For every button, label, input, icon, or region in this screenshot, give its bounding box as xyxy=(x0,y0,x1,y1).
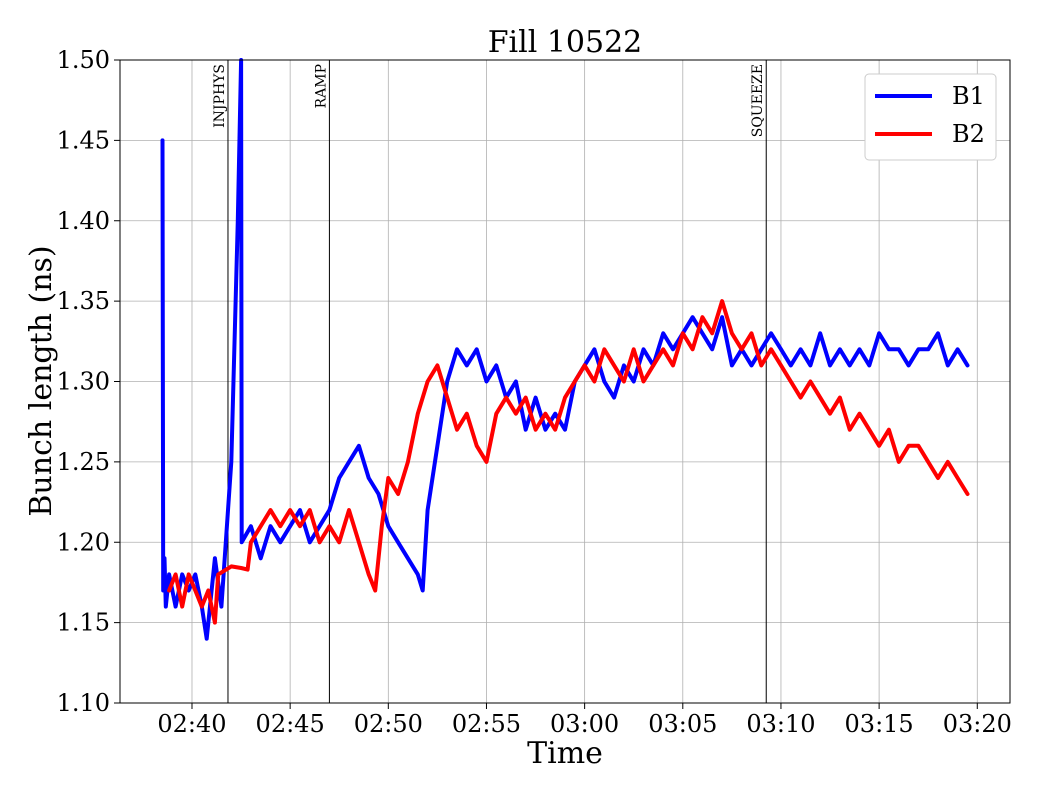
y-tick-label: 1.45 xyxy=(57,126,110,154)
y-tick-label: 1.35 xyxy=(57,287,110,315)
chart-title: Fill 10522 xyxy=(488,25,643,60)
legend-label-b1: B1 xyxy=(952,82,985,110)
y-tick-label: 1.50 xyxy=(57,46,110,74)
x-tick-label: 03:20 xyxy=(943,710,1012,738)
y-tick-label: 1.20 xyxy=(57,528,110,556)
y-tick-label: 1.25 xyxy=(57,448,110,476)
x-tick-label: 03:05 xyxy=(648,710,717,738)
y-axis: 1.10 1.15 1.20 1.25 1.30 1.35 1.40 1.45 1.50 xyxy=(57,46,120,717)
y-tick-label: 1.15 xyxy=(57,609,110,637)
annotation-label: SQUEEZE xyxy=(750,64,766,137)
y-tick-label: 1.30 xyxy=(57,368,110,396)
x-tick-label: 03:00 xyxy=(550,710,619,738)
legend-label-b2: B2 xyxy=(952,120,985,148)
annotation-label: RAMP xyxy=(313,64,329,108)
y-axis-title: Bunch length (ns) xyxy=(24,245,59,516)
x-tick-label: 02:45 xyxy=(256,710,325,738)
series-line-b1 xyxy=(160,58,970,641)
x-tick-label: 02:40 xyxy=(157,710,226,738)
annotation-lines: INJPHYS RAMP SQUEEZE xyxy=(212,60,767,703)
x-tick-label: 02:55 xyxy=(452,710,521,738)
annotation-label: INJPHYS xyxy=(212,64,228,128)
x-axis: 02:40 02:45 02:50 02:55 03:00 03:05 03:10 03:15… xyxy=(157,703,1012,738)
x-tick-label: 03:10 xyxy=(746,710,815,738)
series-lines xyxy=(160,58,970,641)
y-tick-label: 1.10 xyxy=(57,689,110,717)
series-line-b2 xyxy=(167,299,970,625)
x-tick-label: 03:15 xyxy=(845,710,914,738)
y-tick-label: 1.40 xyxy=(57,207,110,235)
x-axis-title: Time xyxy=(527,736,603,771)
x-tick-label: 02:50 xyxy=(354,710,423,738)
